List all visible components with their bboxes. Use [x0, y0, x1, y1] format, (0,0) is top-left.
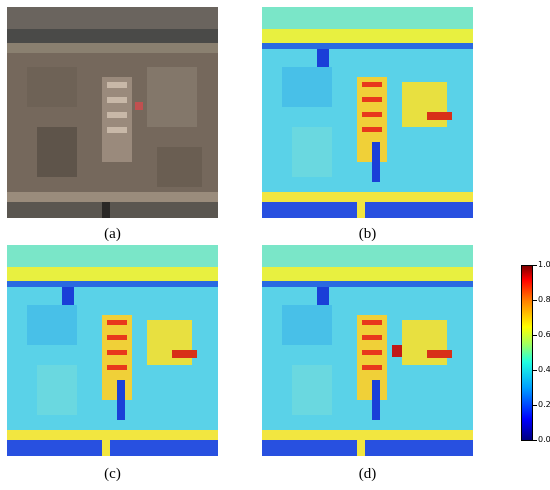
- caption-a: (a): [104, 226, 121, 242]
- colorbar-tick-label: 0.6: [538, 330, 550, 339]
- caption-b: (b): [358, 226, 377, 242]
- colorbar-tick-label: 0.4: [538, 365, 550, 374]
- colorbar-tick-label: 0.2: [538, 400, 550, 409]
- colorbar-tick: [533, 440, 537, 441]
- colorbar-tick: [533, 300, 537, 301]
- caption-c: (c): [104, 466, 121, 482]
- panel-a-image: [7, 7, 218, 218]
- colorbar-tick-label: 0.0: [538, 435, 550, 444]
- colorbar: [521, 265, 533, 441]
- caption-d: (d): [358, 466, 377, 482]
- colorbar-tick: [533, 265, 537, 266]
- panel-d-heatmap: [262, 245, 473, 456]
- colorbar-tick-label: 0.8: [538, 295, 550, 304]
- colorbar-tick: [533, 370, 537, 371]
- colorbar-tick: [533, 405, 537, 406]
- panel-b-heatmap: [262, 7, 473, 218]
- colorbar-tick: [533, 335, 537, 336]
- colorbar-tick-label: 1.0: [538, 260, 550, 269]
- panel-c-heatmap: [7, 245, 218, 456]
